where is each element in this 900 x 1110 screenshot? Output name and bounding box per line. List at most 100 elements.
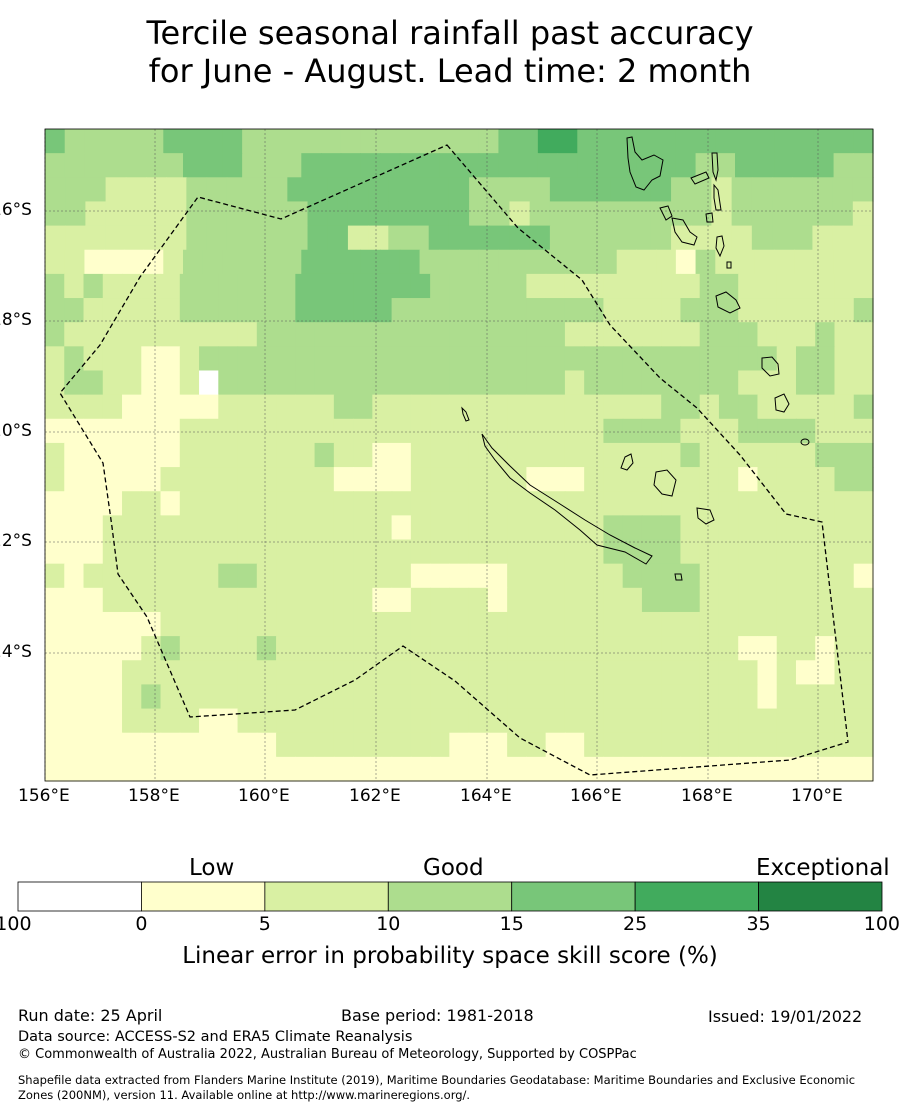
skill-cell [813,129,835,154]
skill-cell [122,273,142,299]
skill-cell [757,563,778,589]
skill-cell [815,418,836,444]
skill-cell [564,467,585,492]
skill-cell [498,153,519,178]
skill-cell [179,684,200,710]
skill-cell [699,273,720,299]
skill-cell [83,418,104,444]
skill-cell [711,201,733,227]
skill-cell [832,201,854,227]
skill-cell [122,587,142,613]
skill-cell [680,515,701,541]
skill-cell [680,539,701,565]
skill-cell [222,153,243,178]
skill-cell [141,370,162,396]
skill-cell [199,442,219,468]
skill-cell [160,732,181,758]
skill-cell [410,298,431,323]
skill-cell [391,322,412,347]
skill-cell [699,370,720,396]
skill-cell [853,636,874,661]
skill-cell [267,225,288,251]
skill-cell [738,322,759,347]
skill-cell [584,684,605,710]
skill-cell [353,660,373,686]
skill-cell [281,153,302,178]
skill-cell [360,129,381,154]
skill-cell [84,129,105,154]
skill-cell [853,370,874,396]
skill-cell [333,322,354,347]
skill-cell [448,177,470,203]
skill-cell [487,636,508,661]
skill-cell [776,273,797,299]
skill-cell [718,515,739,541]
skill-cell [410,684,431,710]
skill-cell [699,394,720,420]
skill-cell [314,346,335,372]
skill-cell [757,346,778,372]
skill-cell [314,660,335,686]
skill-cell [738,394,759,420]
skill-cell [641,467,662,492]
skill-cell [564,587,585,613]
skill-cell [143,249,164,275]
skill-cell [141,587,162,613]
skill-cell [102,708,123,734]
skill-cell [671,177,692,203]
skill-cell [449,684,470,710]
skill-cell [410,394,431,420]
skill-cell [680,611,701,637]
skill-cell [353,563,373,589]
skill-cell [141,684,162,710]
skill-cell [815,563,836,589]
skill-cell [314,298,335,323]
skill-cell [564,708,585,734]
skill-cell [199,756,219,782]
skill-cell [276,394,296,420]
skill-cell [449,732,470,758]
skill-cell [218,467,239,492]
skill-cell [202,129,224,154]
skill-cell [795,515,816,541]
skill-cell [83,394,104,420]
skill-cell [314,539,335,565]
skill-cell [372,491,393,516]
skill-cell [834,418,855,444]
skill-cell [122,708,142,734]
skill-cell [145,225,167,251]
skill-cell [64,467,85,492]
skill-cell [699,467,720,492]
skill-cell [419,153,440,178]
skill-cell [218,611,239,637]
skill-cell [246,201,268,227]
skill-cell [776,563,797,589]
skill-cell [122,370,142,396]
skill-cell [526,732,547,758]
skill-cell [792,225,814,251]
skill-cell [353,491,373,516]
skill-cell [738,515,759,541]
skill-cell [199,273,219,299]
skill-cell [353,539,373,565]
skill-cell [795,563,816,589]
colorbar-swatch [511,881,636,912]
skill-cell [287,177,309,203]
skill-cell [391,756,412,782]
skill-cell [622,442,643,468]
skill-cell [468,611,489,637]
skill-cell [166,225,187,251]
skill-cell [545,539,566,565]
skill-cell [125,225,147,251]
skill-cell [545,756,566,782]
skill-cell [661,394,682,420]
skill-cell [160,467,181,492]
skill-cell [448,225,470,251]
skill-cell [102,732,123,758]
skill-cell [757,418,778,444]
skill-cell [853,756,874,782]
skill-cell [102,539,123,565]
skill-cell [122,298,142,323]
skill-cell [295,611,316,637]
skill-cell [853,153,874,178]
